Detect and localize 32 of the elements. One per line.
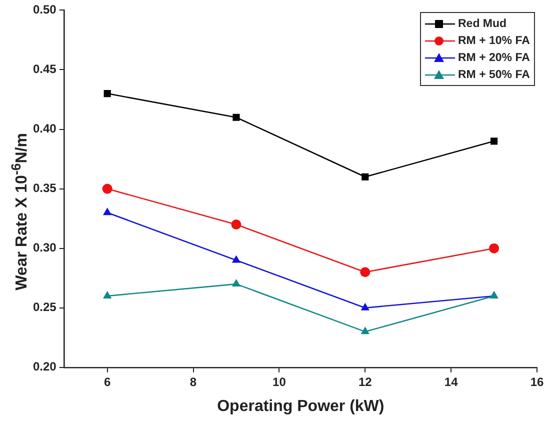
y-tick-label: 0.50 (32, 2, 57, 17)
x-tick-label: 6 (104, 374, 111, 389)
point (360, 302, 370, 310)
point (231, 220, 242, 230)
x-tick-label: 14 (444, 374, 458, 389)
point (362, 173, 369, 180)
legend-label: RM + 20% FA (458, 52, 530, 64)
x-tick-label: 12 (358, 374, 372, 389)
point (104, 90, 111, 98)
point (232, 279, 241, 287)
point (232, 255, 241, 263)
point (360, 326, 370, 334)
y-tick-label: 0.30 (32, 240, 57, 255)
point (490, 138, 498, 145)
x-tick-label: 10 (272, 374, 286, 389)
point (489, 243, 500, 254)
legend-label: RM + 10% FA (458, 34, 530, 47)
legend-label: RM + 50% FA (458, 68, 530, 81)
point (360, 267, 370, 278)
y-tick-label: 0.35 (32, 181, 57, 196)
x-tick-label: 16 (530, 374, 544, 389)
point (232, 114, 240, 121)
y-tick-label: 0.45 (32, 62, 57, 76)
point (102, 184, 112, 194)
legend-label: Red Mud (458, 18, 507, 30)
point (102, 208, 112, 216)
x-axis-title: Operating Power (kW) (217, 398, 384, 415)
x-tick-label: 8 (190, 374, 197, 389)
point (102, 290, 112, 298)
y-tick-label: 0.40 (32, 122, 57, 136)
y-tick-label: 0.20 (32, 360, 57, 374)
y-tick-label: 0.25 (32, 300, 57, 314)
